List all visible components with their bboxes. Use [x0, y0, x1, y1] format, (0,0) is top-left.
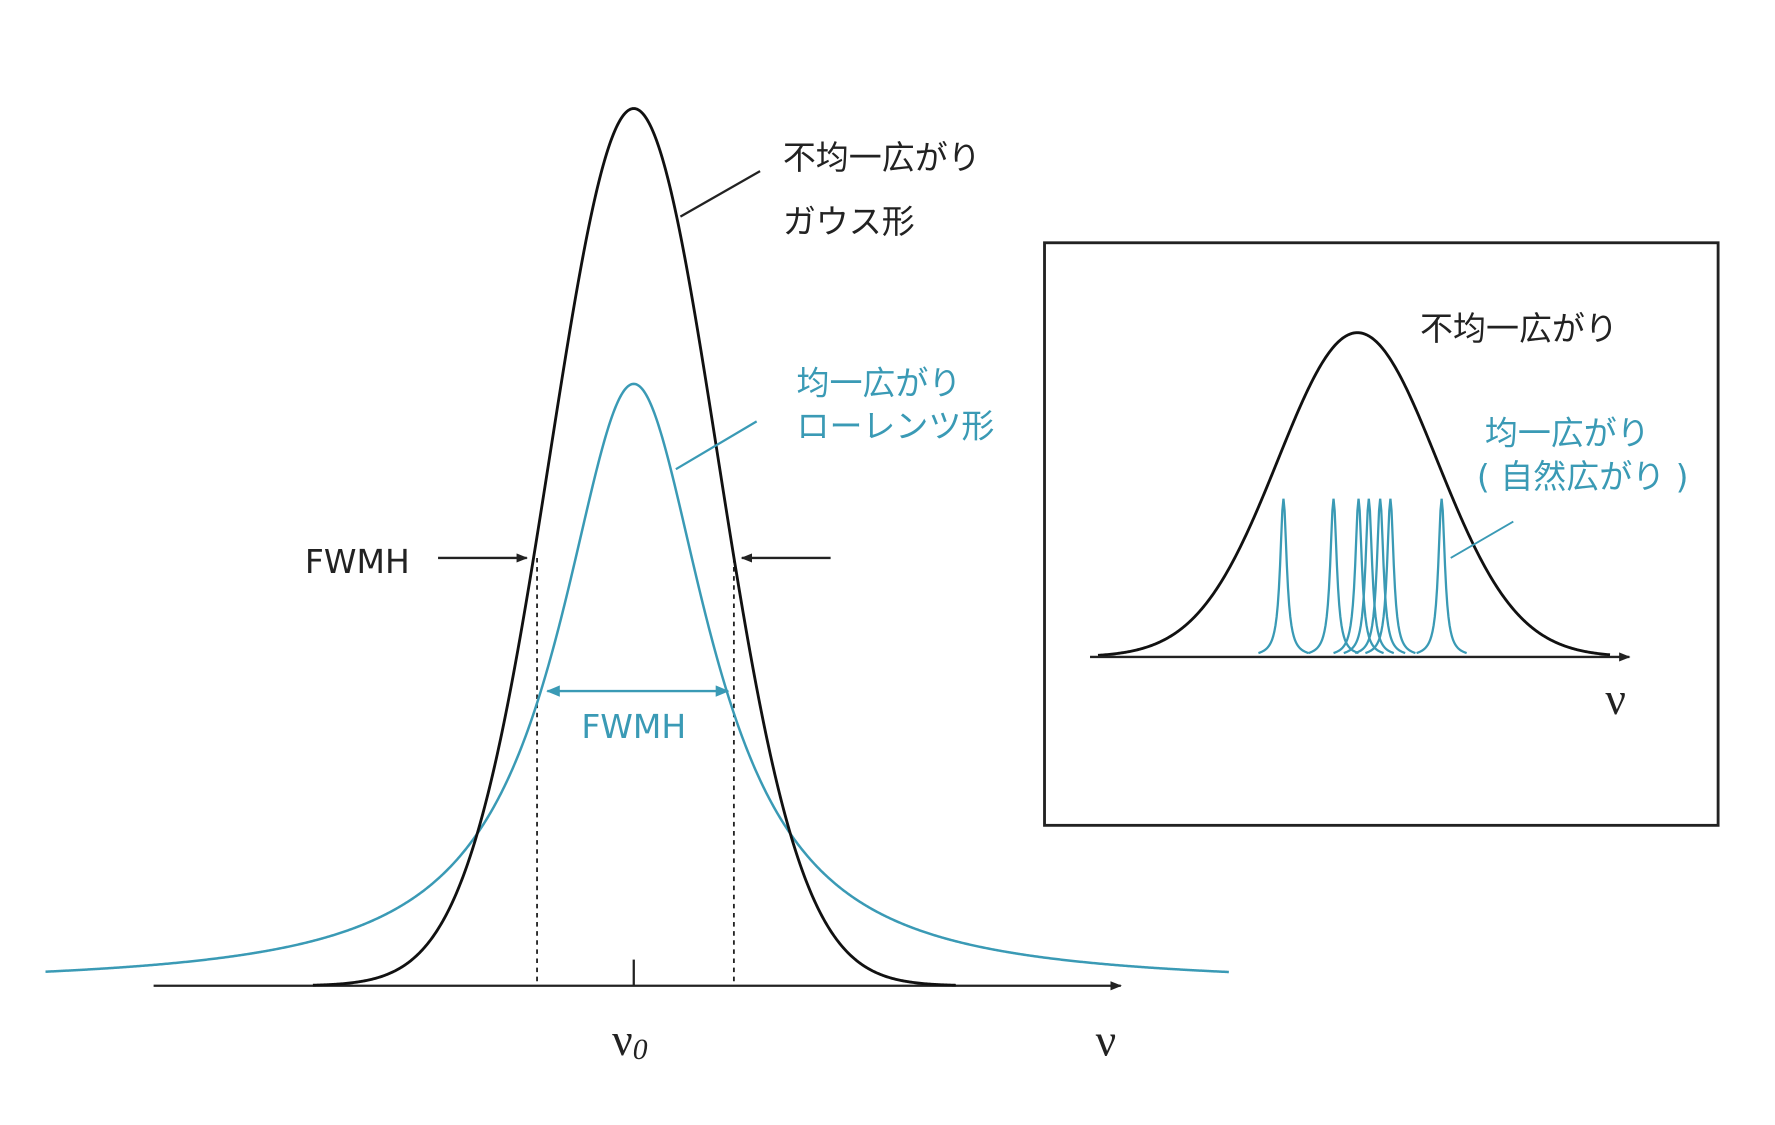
label: 不均一広がり — [1420, 309, 1618, 348]
label: ( 自然広がり ) — [1477, 457, 1689, 496]
spikes — [1258, 498, 1468, 655]
spike — [1343, 498, 1395, 655]
lorentz-curve — [45, 382, 1229, 974]
leader — [675, 420, 758, 471]
gaussian-curve — [312, 107, 956, 987]
symbol: ν — [612, 1014, 633, 1065]
axis-label: ν — [1605, 673, 1626, 724]
leader — [679, 170, 761, 218]
spike — [1416, 498, 1468, 655]
axis-label: ν — [1096, 1014, 1117, 1065]
inset-frame — [1043, 241, 1720, 827]
label: FWMH — [581, 707, 686, 746]
inset-gaussian — [1097, 331, 1611, 657]
center-label: ν0 — [612, 1014, 648, 1065]
spike — [1258, 498, 1309, 655]
spike — [1354, 498, 1406, 655]
label: ローレンツ形 — [796, 407, 994, 446]
spike — [1365, 498, 1416, 655]
spike — [1308, 498, 1359, 655]
label: 不均一広がり — [783, 138, 981, 177]
label: 均一広がり — [796, 364, 961, 403]
label: 均一広がり — [1485, 414, 1650, 453]
label: FWMH — [305, 542, 410, 581]
leader — [1450, 520, 1514, 559]
subscript: 0 — [633, 1034, 648, 1066]
label: ガウス形 — [783, 202, 915, 241]
